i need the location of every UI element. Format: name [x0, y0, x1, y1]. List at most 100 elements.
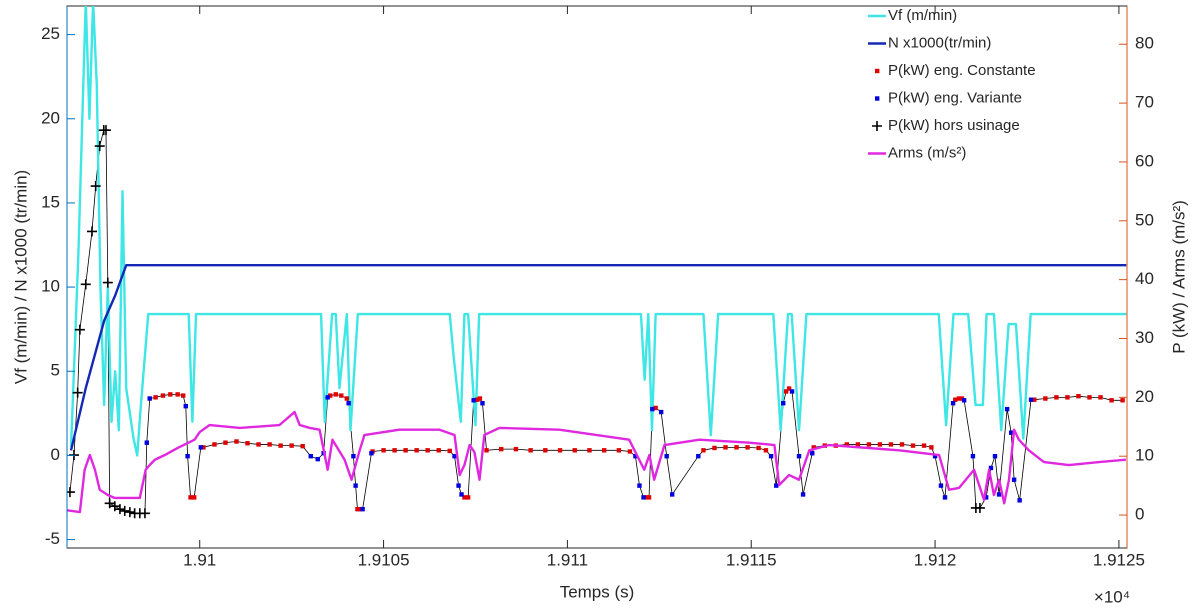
point	[942, 495, 948, 500]
point	[996, 492, 1002, 497]
point	[104, 498, 115, 509]
y2-tick-label: 80	[1135, 34, 1154, 53]
point	[175, 392, 180, 397]
point	[789, 389, 795, 394]
point	[425, 448, 430, 453]
point	[223, 440, 228, 445]
y2-axis-label: P (kW) / Arms (m/s²)	[1169, 200, 1188, 354]
point	[1087, 395, 1092, 400]
legend-label: P(kW) eng. Variante	[888, 89, 1022, 106]
y-axis-label: Vf (m/min) / N x1000 (tr/min)	[11, 170, 30, 384]
point	[646, 495, 652, 500]
point	[696, 453, 701, 459]
point	[783, 389, 789, 394]
point	[471, 398, 476, 403]
point	[1120, 398, 1125, 403]
legend-label: P(kW) eng. Constante	[888, 62, 1036, 79]
point	[572, 448, 577, 453]
point	[119, 505, 130, 516]
point	[587, 448, 592, 453]
point	[866, 442, 872, 447]
y-tick-label: 5	[51, 361, 60, 380]
point	[855, 442, 861, 447]
point	[315, 456, 320, 462]
point	[256, 442, 261, 447]
point	[959, 396, 965, 401]
point	[734, 445, 739, 450]
point	[109, 501, 120, 512]
point	[641, 495, 646, 500]
point	[278, 443, 283, 448]
point	[188, 495, 193, 500]
legend-label: P(kW) hors usinage	[888, 117, 1020, 134]
y2-tick-label: 50	[1135, 210, 1154, 229]
point	[267, 442, 272, 447]
point	[300, 443, 305, 449]
point	[1054, 395, 1059, 400]
point	[627, 449, 633, 454]
point	[1076, 393, 1081, 399]
point	[459, 492, 464, 497]
y2-tick-label: 60	[1135, 151, 1154, 170]
point	[480, 401, 485, 406]
y2-tick-label: 40	[1135, 269, 1154, 288]
point	[381, 448, 386, 453]
point	[245, 441, 250, 446]
x-tick-label: 1.911	[547, 550, 588, 569]
point	[950, 401, 956, 406]
point	[844, 442, 850, 447]
point	[477, 396, 483, 401]
point	[650, 406, 655, 412]
point	[810, 451, 815, 456]
point	[528, 448, 533, 453]
point	[723, 445, 728, 450]
point	[1043, 396, 1048, 401]
point	[328, 393, 333, 398]
legend-swatch	[875, 68, 880, 74]
x-tick-label: 1.9105	[358, 550, 410, 569]
point	[932, 453, 938, 459]
point	[664, 453, 669, 459]
point	[983, 495, 989, 500]
point	[811, 445, 816, 450]
point	[499, 446, 504, 452]
point	[74, 324, 85, 335]
point	[452, 453, 457, 459]
point	[201, 445, 206, 450]
y2-tick-label: 10	[1135, 446, 1154, 465]
point	[414, 448, 419, 453]
point	[355, 506, 360, 512]
series-line	[69, 6, 1127, 457]
point	[144, 440, 149, 445]
point	[308, 453, 313, 459]
point	[956, 396, 962, 401]
point	[781, 401, 786, 406]
point	[344, 396, 349, 401]
point	[114, 504, 125, 515]
point	[392, 448, 397, 453]
point	[992, 453, 998, 459]
point	[616, 448, 622, 453]
point	[72, 387, 83, 398]
point	[456, 483, 461, 488]
point	[1008, 430, 1014, 435]
y-tick-label: 25	[41, 24, 60, 43]
point	[325, 395, 330, 400]
point	[796, 453, 802, 459]
point	[1011, 477, 1017, 482]
legend-label: N x1000(tr/min)	[888, 34, 991, 51]
point	[183, 403, 188, 409]
point	[877, 442, 883, 447]
point	[756, 445, 761, 451]
point	[67, 487, 75, 498]
point	[80, 279, 91, 290]
plot-area	[66, 5, 1128, 549]
point	[800, 492, 806, 497]
point	[212, 442, 217, 447]
point	[1028, 397, 1034, 402]
point	[910, 443, 916, 448]
y-tick-label: 0	[51, 445, 60, 464]
y2-tick-label: 20	[1135, 387, 1154, 406]
point	[633, 453, 638, 459]
